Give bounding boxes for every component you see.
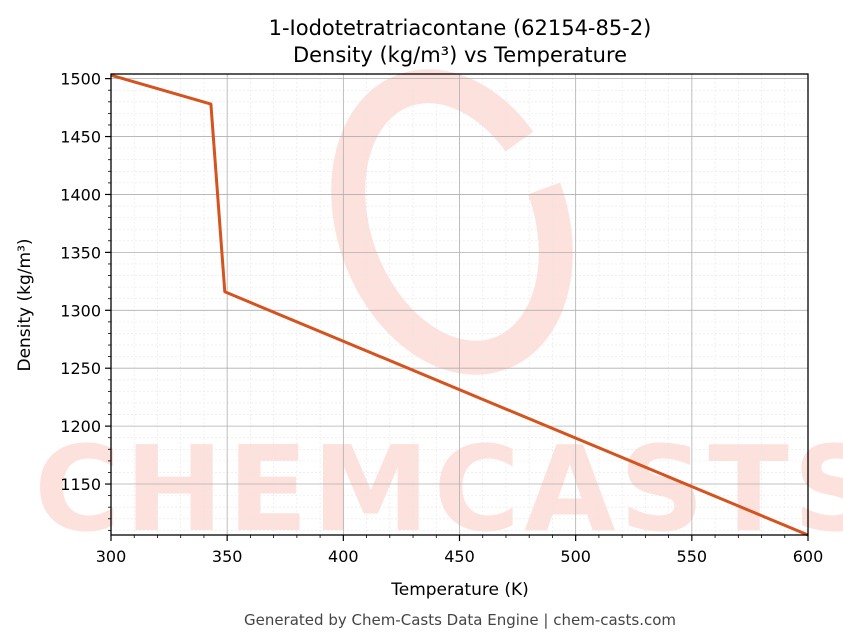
y-tick-label: 1400 [60,185,101,204]
y-tick-label: 1450 [60,128,101,147]
y-tick-label: 1150 [60,475,101,494]
x-tick-label: 600 [793,547,824,566]
x-axis-label: Temperature (K) [390,580,529,600]
watermark-text: CHEMCASTS [34,420,843,558]
y-axis-label: Density (kg/m³) [15,238,35,371]
x-tick-label: 300 [96,547,127,566]
chart-title: 1-Iodotetratriacontane (62154-85-2) [269,16,652,40]
density-series-line [110,73,809,537]
x-tick-label: 400 [328,547,359,566]
y-tick-label: 1350 [60,243,101,262]
watermark-logo-ring [331,69,573,375]
series-layer [110,73,809,537]
y-tick-label: 1500 [60,70,101,89]
y-tick-label: 1250 [60,359,101,378]
chart-subtitle: Density (kg/m³) vs Temperature [293,43,627,67]
y-tick-label: 1200 [60,417,101,436]
x-tick-label: 350 [212,547,243,566]
axis-ticks: 300 350 400 450 500 550 600 1150 1200 1250 1300 135… [60,70,823,566]
x-tick-label: 500 [560,547,591,566]
watermark: CHEMCASTS [34,69,843,558]
footer-text: Generated by Chem-Casts Data Engine | ch… [244,611,676,629]
x-tick-label: 550 [677,547,708,566]
x-tick-label: 450 [444,547,475,566]
y-tick-label: 1300 [60,301,101,320]
